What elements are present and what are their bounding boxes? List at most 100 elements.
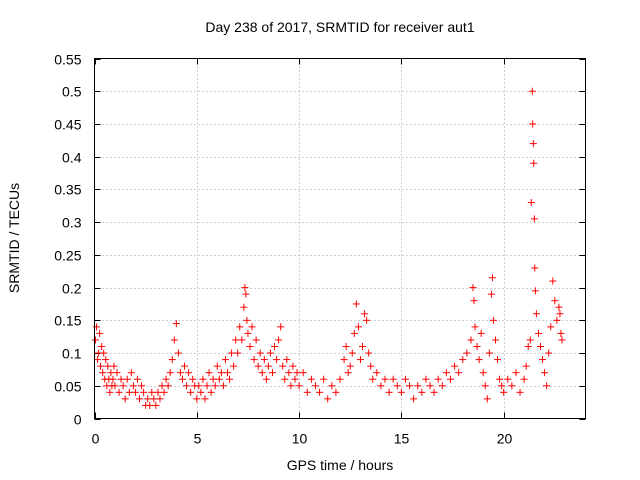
data-point [367, 362, 375, 370]
data-point [500, 388, 508, 396]
data-point [207, 388, 215, 396]
data-point [547, 323, 555, 331]
data-point [463, 349, 471, 357]
x-axis-label: GPS time / hours [287, 457, 394, 473]
data-point [150, 395, 158, 403]
data-point [136, 395, 144, 403]
data-point [140, 388, 148, 396]
data-point [520, 375, 528, 383]
x-tick-label: 15 [394, 431, 410, 447]
data-point [529, 140, 537, 148]
data-point [144, 395, 152, 403]
data-point [473, 343, 481, 350]
data-point [197, 388, 205, 396]
data-point [487, 290, 495, 298]
data-point [98, 343, 106, 350]
data-point [438, 382, 446, 390]
data-point [414, 382, 422, 390]
data-point [178, 375, 186, 383]
data-point [273, 356, 281, 364]
y-tick-label: 0.15 [54, 313, 81, 329]
data-point [434, 375, 442, 383]
data-point [162, 375, 170, 383]
data-point [485, 349, 493, 357]
data-point [195, 382, 203, 390]
data-point [123, 375, 131, 383]
data-point [242, 290, 250, 298]
data-point [543, 382, 551, 390]
data-point [320, 375, 328, 383]
data-point [94, 356, 102, 364]
y-tick-label: 0.4 [62, 150, 82, 166]
data-point [346, 362, 354, 370]
data-point [311, 382, 319, 390]
data-point [110, 362, 118, 370]
data-point [363, 316, 371, 324]
y-tick-label: 0 [74, 412, 82, 428]
data-point [373, 369, 381, 377]
data-point [528, 87, 536, 95]
data-point [92, 336, 100, 344]
data-point [545, 349, 553, 357]
data-point [138, 382, 146, 390]
x-tick-label: 0 [92, 431, 100, 447]
x-tick-labels: 0 5 10 15 20 [92, 431, 513, 447]
data-point [406, 382, 414, 390]
data-point [97, 362, 105, 370]
data-point [534, 329, 542, 337]
data-point [303, 388, 311, 396]
data-point [125, 388, 133, 396]
data-point [477, 329, 485, 337]
data-point [119, 382, 127, 390]
data-point [154, 388, 162, 396]
data-point [558, 336, 566, 344]
data-point [279, 362, 287, 370]
data-point [352, 300, 360, 308]
data-point [266, 349, 274, 357]
data-point [488, 274, 496, 282]
data-point [113, 369, 121, 377]
data-point [393, 382, 401, 390]
data-point [213, 362, 221, 370]
y-tick-label: 0.2 [62, 281, 82, 297]
data-point [121, 395, 129, 403]
data-point [236, 323, 244, 331]
data-point [187, 388, 195, 396]
data-point [489, 316, 497, 324]
data-point [551, 297, 559, 305]
data-point [531, 287, 539, 295]
data-point [223, 369, 231, 377]
data-point [226, 375, 234, 383]
data-point [289, 362, 297, 370]
data-point [203, 382, 211, 390]
data-point [508, 382, 516, 390]
chart-title: Day 238 of 2017, SRMTID for receiver aut… [205, 19, 474, 35]
data-point [248, 323, 256, 331]
data-point [494, 356, 502, 364]
y-tick-label: 0.35 [54, 182, 81, 198]
data-point [252, 336, 260, 344]
data-point [430, 388, 438, 396]
y-tick-label: 0.1 [62, 346, 82, 362]
data-point [512, 369, 520, 377]
data-point [397, 388, 405, 396]
data-point [156, 395, 164, 403]
data-point [418, 388, 426, 396]
data-point [244, 329, 252, 337]
data-point [129, 382, 137, 390]
data-point [152, 401, 160, 409]
data-point [369, 375, 377, 383]
data-point [481, 382, 489, 390]
data-point [442, 369, 450, 377]
data-point [219, 382, 227, 390]
data-point [471, 323, 479, 331]
data-point [342, 343, 350, 350]
data-point [100, 349, 108, 357]
data-point [217, 369, 225, 377]
data-point [234, 349, 242, 357]
plot-frame [94, 58, 586, 419]
x-tick-label: 5 [194, 431, 202, 447]
data-point [168, 356, 176, 364]
data-point [183, 382, 191, 390]
